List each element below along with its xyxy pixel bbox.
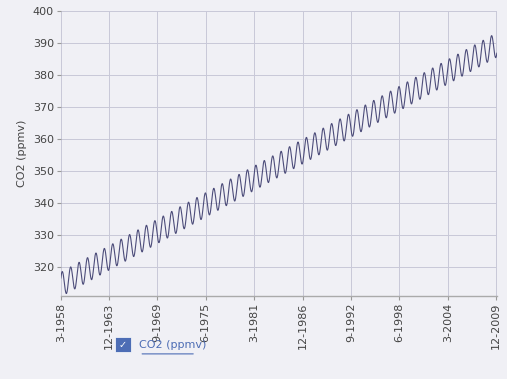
Text: ✓: ✓ bbox=[119, 340, 127, 350]
Text: CO2 (ppmv): CO2 (ppmv) bbox=[139, 340, 207, 350]
FancyBboxPatch shape bbox=[116, 337, 131, 352]
Y-axis label: CO2 (ppmv): CO2 (ppmv) bbox=[17, 120, 27, 187]
